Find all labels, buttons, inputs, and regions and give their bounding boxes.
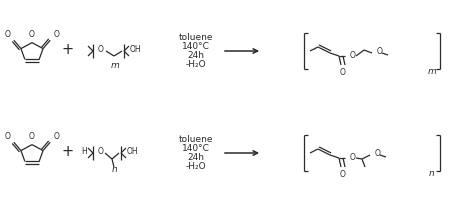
Text: O: O [340,170,346,179]
Text: +: + [62,143,74,159]
Text: m: m [110,61,119,70]
Text: O: O [53,30,59,39]
Text: 140°C: 140°C [182,144,210,153]
Text: -H₂O: -H₂O [186,162,206,171]
Text: O: O [98,45,104,54]
Text: O: O [340,68,346,77]
Text: 24h: 24h [188,153,204,162]
Text: O: O [375,150,381,159]
Text: 24h: 24h [188,51,204,60]
Text: O: O [98,147,104,156]
Text: O: O [5,132,11,141]
Text: OH: OH [130,45,142,54]
Text: O: O [350,153,356,162]
Text: toluene: toluene [179,33,213,42]
Text: toluene: toluene [179,135,213,144]
Text: n: n [112,164,118,173]
Text: 140°C: 140°C [182,42,210,51]
Text: O: O [29,132,35,141]
Text: O: O [377,48,383,57]
Text: +: + [62,41,74,57]
Text: O: O [29,30,35,39]
Text: O: O [350,51,356,60]
Text: n: n [429,169,435,178]
Text: OH: OH [127,147,138,156]
Text: H: H [81,147,87,156]
Text: O: O [5,30,11,39]
Text: m: m [428,67,437,76]
Text: O: O [53,132,59,141]
Text: -H₂O: -H₂O [186,60,206,69]
